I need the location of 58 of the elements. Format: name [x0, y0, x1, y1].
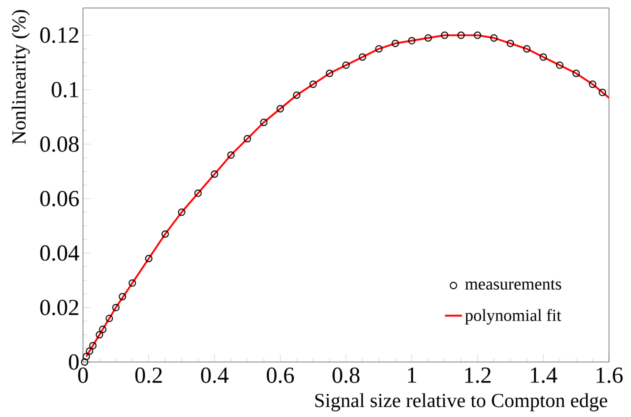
- x-tick-label: 0.4: [201, 368, 228, 384]
- y-tick-label: 0.02: [40, 300, 78, 316]
- x-tick-label: 0.8: [332, 368, 360, 384]
- point: [244, 135, 252, 142]
- point: [128, 279, 136, 287]
- x-tick-label: 1.2: [465, 368, 491, 384]
- x-tick-label: 1.6: [596, 368, 623, 384]
- point: [86, 347, 94, 355]
- x-axis-title: Signal size relative to Compton edge: [315, 393, 608, 412]
- point: [112, 304, 120, 312]
- point: [424, 34, 432, 42]
- point: [540, 53, 547, 61]
- point: [106, 314, 113, 322]
- point: [556, 61, 564, 69]
- point: [440, 32, 448, 39]
- y-tick-label: 0.06: [40, 190, 79, 206]
- point: [99, 326, 106, 334]
- point: [260, 118, 268, 126]
- point: [80, 358, 88, 366]
- legend-label: polynomial fit: [465, 308, 562, 325]
- point: [598, 88, 606, 96]
- point: [490, 34, 498, 42]
- point: [474, 32, 482, 39]
- point: [89, 342, 97, 350]
- point: [292, 91, 300, 99]
- point: [178, 208, 186, 216]
- point: [457, 32, 465, 39]
- y-tick-label: 0: [68, 354, 79, 370]
- point: [96, 331, 104, 338]
- point: [588, 80, 596, 88]
- x-tick-label: 0.6: [266, 368, 294, 384]
- x-tick-label: 0.2: [135, 368, 162, 384]
- point: [118, 292, 126, 300]
- point: [408, 36, 416, 44]
- point: [572, 70, 580, 78]
- point: [523, 45, 531, 53]
- y-axis-title: Nonlinearity (%): [12, 10, 30, 144]
- point: [194, 189, 202, 197]
- point: [358, 53, 366, 61]
- point: [506, 40, 514, 48]
- point: [210, 170, 218, 178]
- x-tick-label: 1: [408, 368, 416, 383]
- y-tick-label: 0.1: [52, 82, 78, 98]
- y-tick-label: 0.08: [40, 136, 79, 152]
- point: [326, 70, 334, 78]
- x-tick-label: 1.4: [530, 368, 558, 383]
- y-tick-label: 0.12: [40, 27, 78, 44]
- point: [276, 105, 284, 112]
- point: [392, 40, 400, 48]
- point: [227, 151, 235, 159]
- legend-label: measurements: [465, 280, 562, 290]
- point: [145, 254, 152, 262]
- point: [342, 61, 350, 69]
- point: [375, 45, 383, 53]
- point: [82, 352, 90, 360]
- y-tick-label: 0.04: [40, 245, 80, 261]
- point: [309, 80, 317, 88]
- point: [161, 230, 169, 238]
